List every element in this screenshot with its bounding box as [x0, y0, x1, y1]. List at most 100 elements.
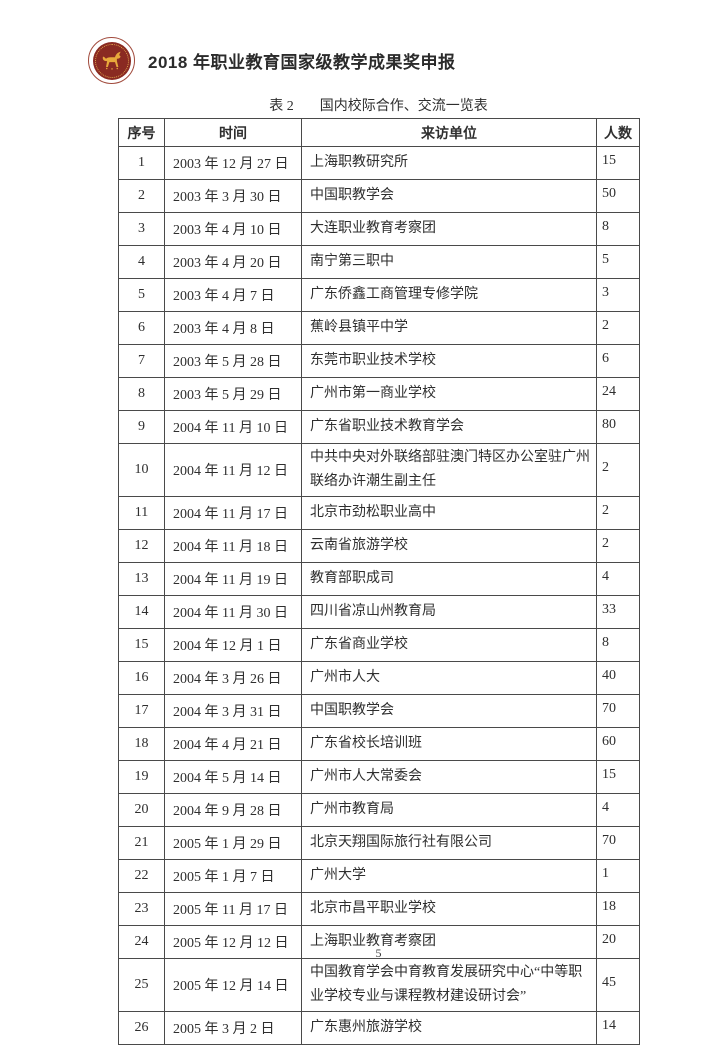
cell-visiting-unit: 北京市昌平职业学校	[301, 892, 597, 926]
page-title: 2018 年职业教育国家级教学成果奖申报	[148, 53, 456, 72]
cell-date: 2003 年 4 月 7 日	[164, 278, 302, 312]
table-row: 9 2004 年 11 月 10 日广东省职业技术教育学会 80	[118, 410, 640, 444]
cell-visiting-unit: 上海职教研究所	[301, 146, 597, 180]
page-footer: 5	[118, 946, 639, 961]
cell-serial-number: 12	[118, 529, 165, 563]
table-row: 19 2004 年 5 月 14 日广州市人大常委会 15	[118, 760, 640, 794]
cell-date: 2003 年 12 月 27 日	[164, 146, 302, 180]
cell-visiting-unit: 中国教育学会中育教育发展研究中心“中等职业学校专业与课程教材建设研讨会”	[301, 958, 597, 1012]
cell-visiting-unit: 中共中央对外联络部驻澳门特区办公室驻广州联络办许潮生副主任	[301, 443, 597, 497]
cell-date: 2004 年 11 月 18 日	[164, 529, 302, 563]
cell-date: 2005 年 11 月 17 日	[164, 892, 302, 926]
cell-visiting-unit: 教育部职成司	[301, 562, 597, 596]
cell-people-count: 20	[596, 925, 640, 959]
cell-date: 2004 年 9 月 28 日	[164, 793, 302, 827]
cell-date: 2003 年 4 月 20 日	[164, 245, 302, 279]
table-row: 24 2005 年 12 月 12 日上海职业教育考察团 20	[118, 925, 640, 959]
cell-visiting-unit: 蕉岭县镇平中学	[301, 311, 597, 345]
cell-date: 2004 年 5 月 14 日	[164, 760, 302, 794]
cell-people-count: 15	[596, 146, 640, 180]
cell-serial-number: 5	[118, 278, 165, 312]
cell-date: 2005 年 12 月 14 日	[164, 958, 302, 1012]
cell-date: 2004 年 11 月 17 日	[164, 496, 302, 530]
table-row: 4 2003 年 4 月 20 日南宁第三职中 5	[118, 245, 640, 279]
cell-serial-number: 1	[118, 146, 165, 180]
cell-visiting-unit: 中国职教学会	[301, 694, 597, 728]
table-row: 11 2004 年 11 月 17 日北京市劲松职业高中 2	[118, 496, 640, 530]
cell-date: 2004 年 11 月 12 日	[164, 443, 302, 497]
cell-visiting-unit: 云南省旅游学校	[301, 529, 597, 563]
cell-people-count: 5	[596, 245, 640, 279]
cell-visiting-unit: 广州市教育局	[301, 793, 597, 827]
cell-serial-number: 15	[118, 628, 165, 662]
golden-horse-icon	[102, 51, 121, 70]
cell-people-count: 14	[596, 1011, 640, 1045]
table-row: 1 2003 年 12 月 27 日上海职教研究所 15	[118, 146, 640, 180]
cell-visiting-unit: 广东省商业学校	[301, 628, 597, 662]
cell-date: 2004 年 3 月 26 日	[164, 661, 302, 695]
cell-date: 2004 年 11 月 19 日	[164, 562, 302, 596]
cell-serial-number: 25	[118, 958, 165, 1012]
cell-serial-number: 21	[118, 826, 165, 860]
table-header-row: 序号 时间 来访单位 人数	[118, 118, 640, 147]
cell-visiting-unit: 大连职业教育考察团	[301, 212, 597, 246]
cell-people-count: 40	[596, 661, 640, 695]
table-row: 15 2004 年 12 月 1 日广东省商业学校 8	[118, 628, 640, 662]
cell-visiting-unit: 广东惠州旅游学校	[301, 1011, 597, 1045]
cell-date: 2004 年 11 月 10 日	[164, 410, 302, 444]
cell-date: 2005 年 1 月 29 日	[164, 826, 302, 860]
cell-people-count: 2	[596, 496, 640, 530]
table-row: 17 2004 年 3 月 31 日中国职教学会 70	[118, 694, 640, 728]
cell-serial-number: 8	[118, 377, 165, 411]
cell-people-count: 80	[596, 410, 640, 444]
cell-people-count: 2	[596, 529, 640, 563]
cell-serial-number: 23	[118, 892, 165, 926]
cell-people-count: 8	[596, 628, 640, 662]
cell-visiting-unit: 四川省凉山州教育局	[301, 595, 597, 629]
cell-visiting-unit: 北京天翔国际旅行社有限公司	[301, 826, 597, 860]
table-body: 1 2003 年 12 月 27 日上海职教研究所 15 2 2003 年 3 月 30…	[118, 146, 640, 1045]
col-header-serial: 序号	[118, 118, 165, 147]
cooperation-exchange-table: 序号 时间 来访单位 人数 1 2003 年 12 月 27 日上海职教研究所 15…	[118, 118, 640, 1045]
cell-date: 2005 年 3 月 2 日	[164, 1011, 302, 1045]
cell-serial-number: 13	[118, 562, 165, 596]
table-row: 26 2005 年 3 月 2 日广东惠州旅游学校 14	[118, 1011, 640, 1045]
cell-people-count: 8	[596, 212, 640, 246]
page-header: 2018 年职业教育国家级教学成果奖申报	[88, 37, 456, 84]
cell-serial-number: 9	[118, 410, 165, 444]
cell-people-count: 15	[596, 760, 640, 794]
cell-visiting-unit: 广州大学	[301, 859, 597, 893]
cell-people-count: 33	[596, 595, 640, 629]
cell-date: 2004 年 4 月 21 日	[164, 727, 302, 761]
cell-date: 2004 年 12 月 1 日	[164, 628, 302, 662]
cell-people-count: 50	[596, 179, 640, 213]
cell-visiting-unit: 广东省校长培训班	[301, 727, 597, 761]
cell-people-count: 3	[596, 278, 640, 312]
cell-serial-number: 6	[118, 311, 165, 345]
cell-people-count: 4	[596, 562, 640, 596]
cell-serial-number: 19	[118, 760, 165, 794]
document-page: 2018 年职业教育国家级教学成果奖申报 表 2 国内校际合作、交流一览表 序号 …	[88, 37, 640, 1045]
table-row: 21 2005 年 1 月 29 日北京天翔国际旅行社有限公司 70	[118, 826, 640, 860]
col-header-count: 人数	[596, 118, 640, 147]
seal-inner-circle	[92, 41, 131, 80]
cell-date: 2003 年 5 月 28 日	[164, 344, 302, 378]
table-row: 20 2004 年 9 月 28 日广州市教育局 4	[118, 793, 640, 827]
cell-serial-number: 16	[118, 661, 165, 695]
page-number: 5	[375, 946, 382, 960]
cell-serial-number: 7	[118, 344, 165, 378]
cell-visiting-unit: 广州市人大常委会	[301, 760, 597, 794]
cell-visiting-unit: 广州市人大	[301, 661, 597, 695]
table-row: 3 2003 年 4 月 10 日大连职业教育考察团 8	[118, 212, 640, 246]
cell-visiting-unit: 中国职教学会	[301, 179, 597, 213]
cell-serial-number: 14	[118, 595, 165, 629]
cell-visiting-unit: 南宁第三职中	[301, 245, 597, 279]
cell-visiting-unit: 东莞市职业技术学校	[301, 344, 597, 378]
table-row: 10 2004 年 11 月 12 日中共中央对外联络部驻澳门特区办公室驻广州联络…	[118, 443, 640, 497]
col-header-unit: 来访单位	[301, 118, 597, 147]
cell-serial-number: 20	[118, 793, 165, 827]
table-row: 2 2003 年 3 月 30 日中国职教学会 50	[118, 179, 640, 213]
cell-people-count: 2	[596, 443, 640, 497]
cell-visiting-unit: 广东省职业技术教育学会	[301, 410, 597, 444]
cell-visiting-unit: 广州市第一商业学校	[301, 377, 597, 411]
